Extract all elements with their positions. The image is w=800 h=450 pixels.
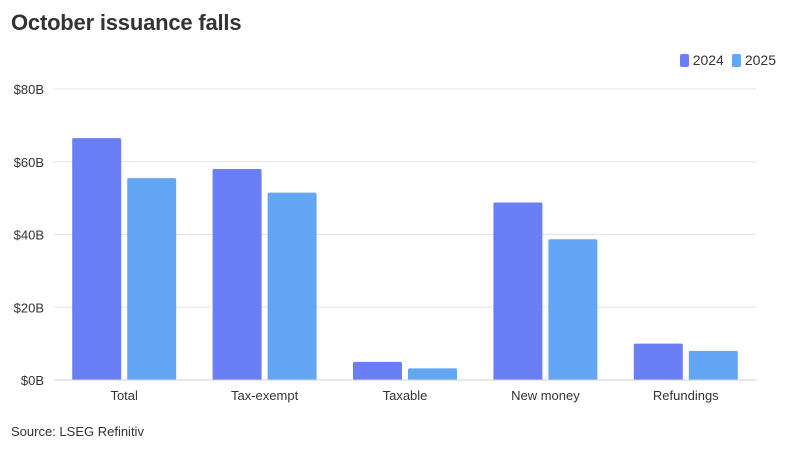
legend: 2024 2025 bbox=[672, 52, 776, 68]
y-tick-label: $80B bbox=[14, 82, 44, 97]
bar-2024-taxable bbox=[353, 361, 402, 380]
legend-item-2024: 2024 bbox=[679, 52, 724, 68]
bar-2024-tax-exempt bbox=[212, 169, 262, 380]
bar-2025-tax-exempt bbox=[267, 192, 317, 380]
x-tick-label: Tax-exempt bbox=[231, 388, 299, 403]
legend-label-2024: 2024 bbox=[692, 52, 724, 68]
bar-2025-taxable bbox=[408, 368, 457, 380]
y-tick-label: $60B bbox=[14, 155, 44, 170]
chart-title: October issuance falls bbox=[11, 10, 242, 35]
x-tick-label: Taxable bbox=[383, 388, 428, 403]
bar-2024-refundings bbox=[633, 343, 683, 380]
legend-swatch-2024 bbox=[679, 53, 689, 67]
bar-2024-new-money bbox=[493, 202, 543, 380]
legend-label-2025: 2025 bbox=[744, 52, 776, 68]
x-tick-label: Total bbox=[110, 388, 138, 403]
bar-2025-refundings bbox=[688, 350, 738, 380]
y-tick-label: $40B bbox=[14, 228, 44, 243]
legend-item-2025: 2025 bbox=[731, 52, 776, 68]
bar-2025-new-money bbox=[548, 239, 598, 380]
source-note: Source: LSEG Refinitiv bbox=[11, 424, 144, 439]
legend-swatch-2025 bbox=[731, 53, 741, 67]
x-tick-label: New money bbox=[511, 388, 580, 403]
x-tick-label: Refundings bbox=[653, 388, 719, 403]
bar-2024-total bbox=[72, 138, 122, 380]
y-tick-label: $20B bbox=[14, 300, 44, 315]
y-tick-label: $0B bbox=[21, 373, 44, 388]
bar-2025-total bbox=[127, 178, 177, 380]
